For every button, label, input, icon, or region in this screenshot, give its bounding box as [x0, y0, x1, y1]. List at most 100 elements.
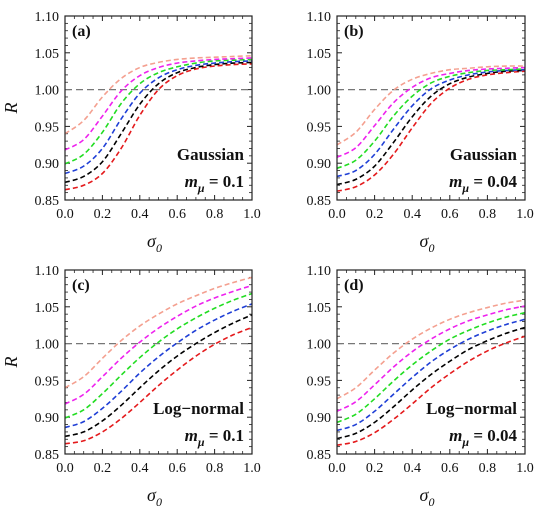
x-tick-label: 0.6	[441, 461, 459, 476]
series-line-5	[65, 57, 252, 151]
sigma-subscript: 0	[156, 495, 162, 509]
m-mu-label: mμ = 0.04	[449, 426, 517, 449]
sigma-symbol: σ	[420, 485, 430, 505]
series-line-2	[65, 314, 252, 438]
mu-subscript: μ	[461, 435, 469, 449]
sigma-symbol: σ	[420, 231, 430, 251]
m-mu-label: mμ = 0.04	[449, 172, 517, 195]
y-tick-label: 1.00	[307, 338, 332, 353]
y-tick-label: 0.85	[35, 194, 60, 209]
plot-frame	[336, 15, 526, 201]
series-line-2	[65, 61, 252, 184]
y-tick-label: 0.90	[307, 157, 332, 172]
x-tick-label: 0.8	[479, 461, 497, 476]
sigma-symbol: σ	[147, 485, 157, 505]
series-line-3	[65, 303, 252, 429]
y-tick-label: 0.85	[307, 448, 332, 463]
y-axis-title: R	[1, 357, 21, 369]
y-tick-label: 0.95	[307, 120, 332, 135]
series-line-6	[337, 299, 525, 400]
x-tick-label: 0.2	[94, 207, 112, 222]
series-line-6	[65, 276, 252, 389]
sigma-symbol: σ	[147, 231, 157, 251]
plot-frame	[64, 15, 253, 201]
series-line-4	[337, 68, 525, 170]
panel-label: (b)	[344, 23, 364, 40]
x-tick-label: 0.8	[206, 461, 224, 476]
x-tick-label: 0.6	[168, 461, 186, 476]
y-tick-label: 1.05	[35, 47, 60, 62]
x-tick-label: 0.4	[131, 461, 149, 476]
y-tick-label: 0.90	[307, 411, 332, 426]
y-tick-label: 0.95	[35, 374, 60, 389]
x-tick-label: 0.4	[403, 461, 421, 476]
m-symbol: m	[185, 426, 198, 445]
y-tick-label: 0.90	[35, 411, 60, 426]
x-tick-label: 0.4	[131, 207, 149, 222]
m-value: = 0.04	[469, 426, 517, 445]
distribution-label: Log−normal	[153, 399, 244, 418]
x-tick-label: 0.0	[328, 207, 346, 222]
x-tick-label: 1.0	[243, 461, 261, 476]
y-tick-label: 0.90	[35, 157, 60, 172]
x-tick-label: 0.8	[479, 207, 497, 222]
y-tick-label: 0.95	[35, 120, 60, 135]
x-axis-title: σ0	[420, 485, 435, 509]
series-line-4	[65, 292, 252, 419]
x-axis-title: σ0	[420, 231, 435, 255]
series-line-3	[337, 68, 525, 178]
m-symbol: m	[449, 172, 462, 191]
y-tick-label: 0.85	[307, 194, 332, 209]
y-tick-label: 1.05	[35, 301, 60, 316]
m-mu-label: mμ = 0.1	[185, 172, 244, 195]
distribution-label: Log−normal	[426, 399, 517, 418]
y-tick-label: 1.10	[307, 10, 332, 25]
series-line-1	[65, 63, 252, 191]
x-tick-label: 1.0	[516, 461, 534, 476]
series-line-2	[337, 69, 525, 186]
series-line-5	[65, 284, 252, 405]
series-line-2	[337, 326, 525, 440]
panel-label: (c)	[72, 277, 90, 294]
m-value: = 0.1	[205, 426, 244, 445]
series-line-5	[337, 305, 525, 413]
y-tick-label: 1.00	[307, 84, 332, 99]
m-symbol: m	[185, 172, 198, 191]
x-axis-title: σ0	[147, 231, 162, 255]
y-tick-label: 1.10	[307, 264, 332, 279]
x-tick-label: 1.0	[243, 207, 261, 222]
x-tick-label: 0.2	[94, 461, 112, 476]
panel-c: 0.0 0.2 0.4 0.6 0.8 1.0 0.85 0.90 0.95 1.00 1.05 1.…	[1, 264, 261, 509]
m-value: = 0.04	[469, 172, 517, 191]
series-line-4	[337, 311, 525, 424]
mu-subscript: μ	[197, 435, 205, 449]
mu-subscript: μ	[461, 181, 469, 195]
plot-frame	[336, 269, 526, 455]
sigma-subscript: 0	[156, 241, 162, 255]
mu-subscript: μ	[197, 181, 205, 195]
x-tick-label: 0.6	[441, 207, 459, 222]
m-mu-label: mμ = 0.1	[185, 426, 244, 449]
series-line-3	[337, 318, 525, 432]
panel-label: (d)	[344, 277, 364, 294]
sigma-subscript: 0	[428, 241, 434, 255]
plot-frame	[64, 269, 253, 455]
series-line-6	[337, 65, 525, 146]
distribution-label: Gaussian	[450, 145, 518, 164]
m-symbol: m	[449, 426, 462, 445]
panel-label: (a)	[72, 23, 91, 40]
sigma-subscript: 0	[428, 495, 434, 509]
distribution-label: Gaussian	[177, 145, 245, 164]
y-tick-label: 1.00	[35, 84, 60, 99]
m-value: = 0.1	[205, 172, 244, 191]
x-tick-label: 0.0	[56, 461, 74, 476]
series-line-1	[337, 335, 525, 446]
x-tick-label: 0.0	[328, 461, 346, 476]
y-tick-label: 1.05	[307, 301, 332, 316]
x-tick-label: 0.6	[168, 207, 186, 222]
y-tick-label: 1.05	[307, 47, 332, 62]
y-tick-label: 1.00	[35, 338, 60, 353]
x-tick-label: 0.4	[403, 207, 421, 222]
y-tick-label: 1.10	[35, 264, 60, 279]
